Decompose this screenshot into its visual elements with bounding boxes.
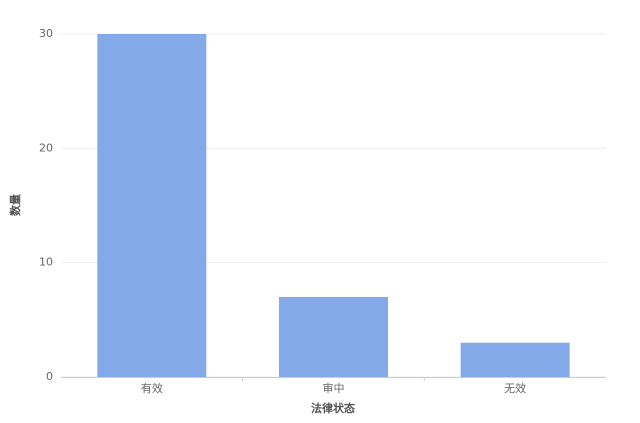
x-axis-title: 法律状态 <box>311 401 355 415</box>
bar <box>460 342 570 377</box>
x-tick-label: 无效 <box>504 381 526 395</box>
y-tick-label: 30 <box>39 27 53 40</box>
x-tick-label: 审中 <box>323 381 345 395</box>
y-tick-label: 0 <box>46 370 53 383</box>
y-tick-label: 20 <box>39 141 53 154</box>
bar <box>279 296 388 377</box>
y-axis-title: 数量 <box>8 194 22 216</box>
y-tick-label: 10 <box>39 256 53 269</box>
x-tick-label: 有效 <box>141 381 163 395</box>
bar <box>97 34 207 377</box>
